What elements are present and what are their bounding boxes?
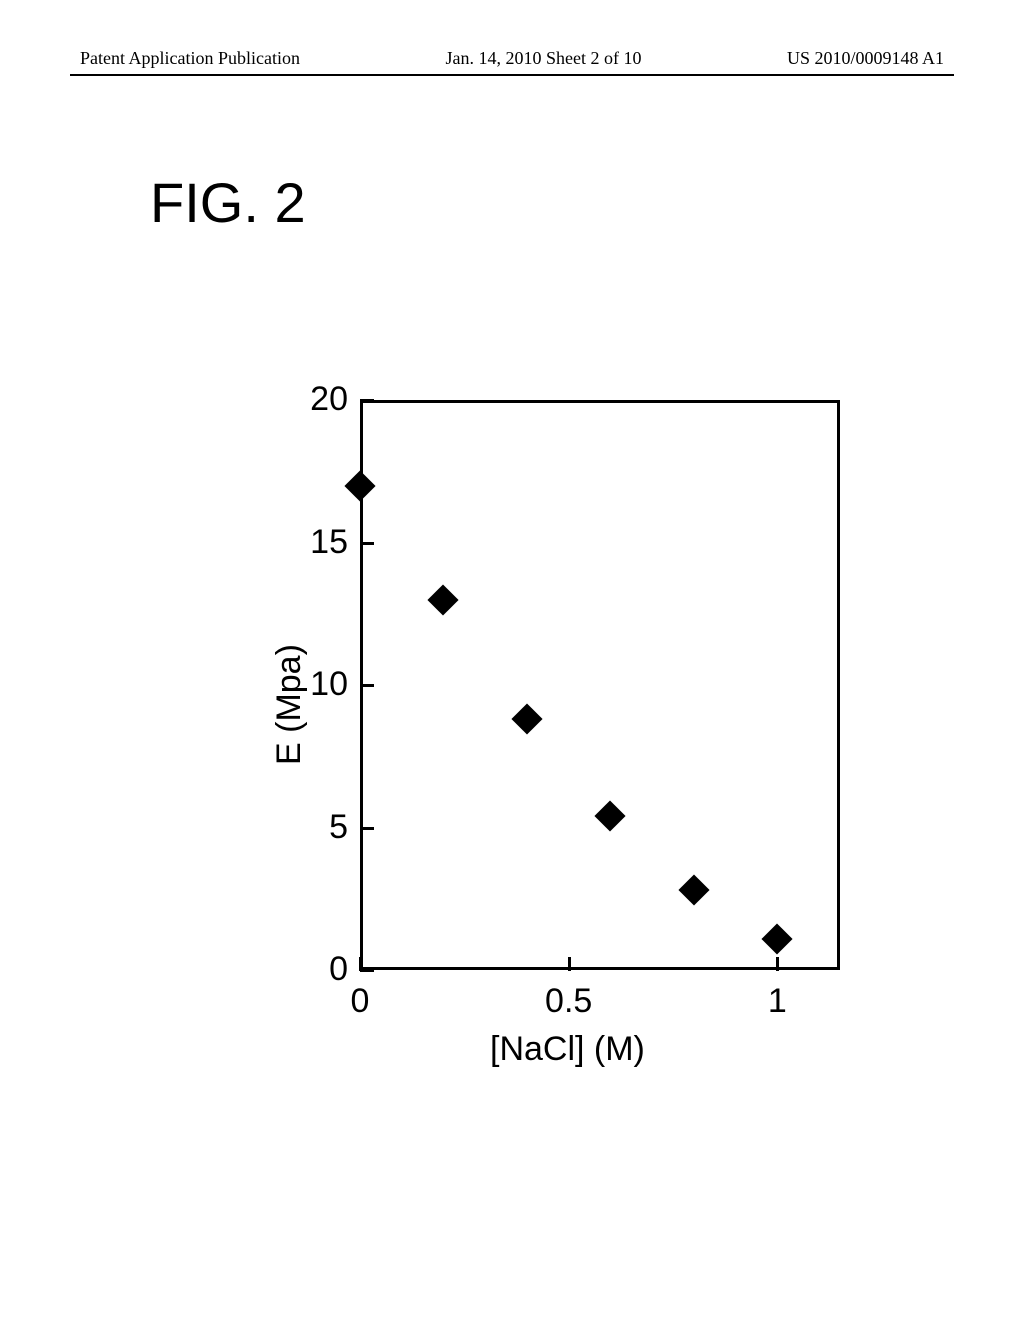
header-rule	[70, 74, 954, 76]
header-center: Jan. 14, 2010 Sheet 2 of 10	[445, 48, 641, 69]
header-right: US 2010/0009148 A1	[787, 48, 944, 69]
plot-area-border	[360, 400, 840, 970]
x-axis-title: [NaCl] (M)	[490, 1030, 645, 1069]
x-tick	[776, 957, 779, 971]
x-tick-label: 1	[747, 982, 807, 1021]
y-axis-title-text: E (Mpa)	[270, 644, 308, 765]
chart: 0510152000.51 E (Mpa) [NaCl] (M)	[230, 380, 870, 1100]
x-axis-title-text: [NaCl] (M)	[490, 1030, 645, 1068]
page-header: Patent Application Publication Jan. 14, …	[0, 48, 1024, 69]
x-axis-line	[360, 967, 840, 970]
y-tick	[360, 827, 374, 830]
x-tick	[359, 957, 362, 971]
x-tick-label: 0.5	[539, 982, 599, 1021]
figure-title: FIG. 2	[150, 170, 306, 235]
y-tick	[360, 969, 374, 972]
y-tick	[360, 399, 374, 402]
header-left: Patent Application Publication	[80, 48, 300, 69]
y-axis-title: E (Mpa)	[270, 644, 309, 765]
x-tick-label: 0	[330, 982, 390, 1021]
y-tick-label: 5	[288, 808, 348, 847]
y-tick-label: 15	[288, 523, 348, 562]
y-tick	[360, 542, 374, 545]
x-tick	[568, 957, 571, 971]
y-tick-label: 20	[288, 380, 348, 419]
y-tick	[360, 684, 374, 687]
